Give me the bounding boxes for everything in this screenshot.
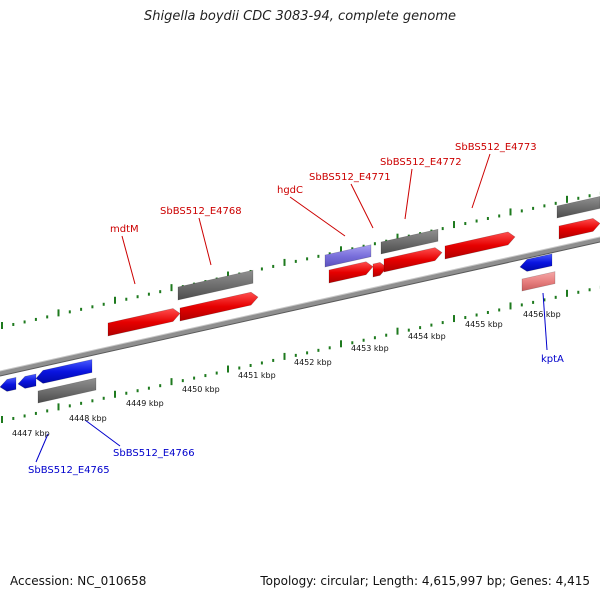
tick-label-4451: 4451 kbp [238, 371, 276, 380]
tick-label-4454: 4454 kbp [408, 332, 446, 341]
genome-backbone [0, 236, 600, 377]
accession-text: Accession: NC_010658 [10, 574, 147, 588]
gene-SbBS512_E4768 [179, 291, 259, 322]
gene-left-blue-a [0, 377, 17, 392]
gene-SbBS512_E4765 [17, 373, 37, 389]
tick-label-4455: 4455 kbp [465, 320, 503, 329]
gene-SbBS512_E4773 [444, 231, 516, 260]
gene-label-SbBS512_E4773[interactable]: SbBS512_E4773 [455, 142, 537, 153]
gene-hgdC [328, 261, 374, 284]
upper-tick-row [1, 191, 600, 329]
label-callouts [35, 153, 548, 463]
gene-label-SbBS512_E4765[interactable]: SbBS512_E4765 [28, 465, 110, 476]
tick-label-4448: 4448 kbp [69, 414, 107, 423]
genome-summary-text: Topology: circular; Length: 4,615,997 bp… [260, 574, 590, 588]
tick-label-4453: 4453 kbp [351, 344, 389, 353]
callout-SbBS512_E4765 [35, 433, 49, 463]
feature-track[interactable] [0, 196, 600, 404]
feature-SbBS512_E4766-grey [37, 377, 97, 404]
tick-label-4449: 4449 kbp [126, 399, 164, 408]
gene-SbBS512_E4766 [35, 359, 93, 384]
lower-tick-row [1, 285, 600, 423]
gene-edge-red [558, 218, 600, 240]
tick-label-4450: 4450 kbp [182, 385, 220, 394]
gene-kptA [519, 253, 553, 272]
tick-label-4447: 4447 kbp [12, 429, 50, 438]
callout-SbBS512_E4768 [198, 217, 212, 266]
scale-labels: 4447 kbp 4448 kbp 4449 kbp 4450 kbp 4451… [12, 310, 561, 438]
callout-kptA [542, 292, 548, 351]
gene-SbBS512_E4771 [372, 262, 388, 278]
gene-SbBS512_E4772 [383, 247, 443, 273]
gene-label-SbBS512_E4771[interactable]: SbBS512_E4771 [309, 172, 391, 183]
tick-label-4452: 4452 kbp [294, 358, 332, 367]
gene-label-hgdC[interactable]: hgdC [277, 185, 303, 196]
gene-label-SbBS512_E4772[interactable]: SbBS512_E4772 [380, 157, 462, 168]
gene-label-SbBS512_E4768[interactable]: SbBS512_E4768 [160, 206, 242, 217]
map-title: Shigella boydii CDC 3083-94, complete ge… [143, 9, 457, 24]
callout-SbBS512_E4773 [471, 153, 491, 209]
feature-edge-grey [556, 196, 600, 219]
tick-label-4456: 4456 kbp [523, 310, 561, 319]
callout-SbBS512_E4771 [350, 183, 374, 229]
feature-SbBS512_E4772-grey [380, 228, 439, 255]
callout-SbBS512_E4772 [404, 168, 413, 220]
gene-label-mdtM[interactable]: mdtM [110, 224, 139, 235]
gene-labels[interactable]: mdtM SbBS512_E4768 hgdC SbBS512_E4771 Sb… [28, 142, 564, 476]
gene-mdtM [107, 308, 181, 337]
callout-SbBS512_E4766 [84, 419, 121, 447]
feature-kptA-pseudo [521, 271, 556, 292]
gene-label-kptA[interactable]: kptA [541, 354, 564, 365]
feature-hgdC-pseudo [324, 244, 372, 268]
gene-label-SbBS512_E4766[interactable]: SbBS512_E4766 [113, 448, 195, 459]
callout-mdtM [121, 235, 136, 285]
callout-hgdC [289, 196, 346, 237]
feature-SbBS512_E4768-grey [177, 269, 254, 301]
